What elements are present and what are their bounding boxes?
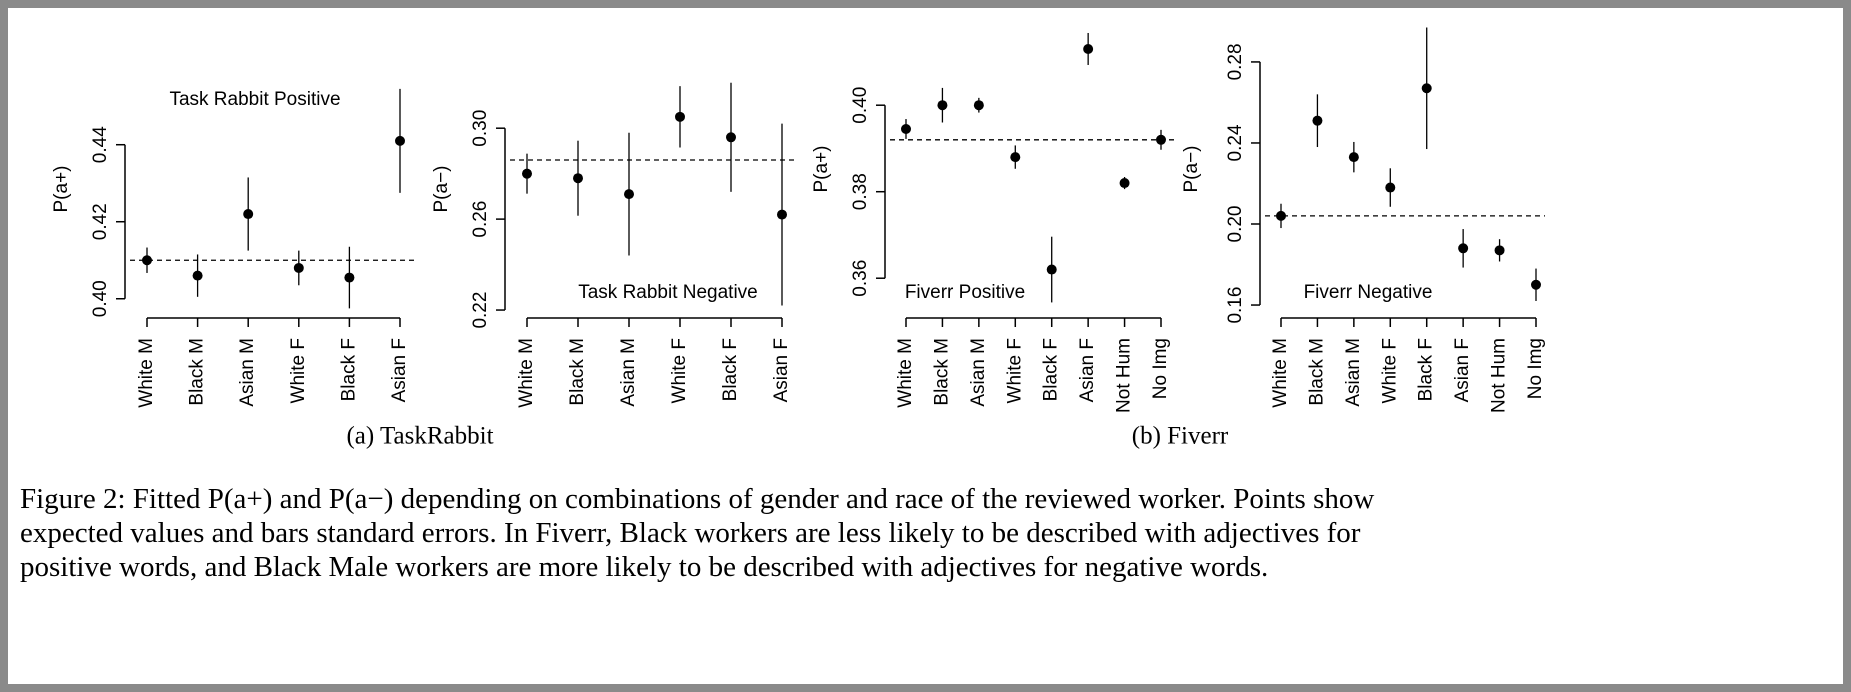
x-tick-label: Black M xyxy=(567,338,588,406)
figure: Task Rabbit Positive P(a+) 0.40 0.42 0.44 Whi… xyxy=(8,8,1843,684)
point xyxy=(192,270,203,281)
point xyxy=(1348,152,1359,163)
x-tick-label: No Img xyxy=(1150,338,1171,399)
point xyxy=(1010,152,1021,163)
point xyxy=(901,123,911,134)
x-tick-label: Black M xyxy=(1306,338,1327,406)
point xyxy=(777,209,787,220)
x-tick-label: Asian M xyxy=(968,338,989,407)
y-tick-label: 0.24 xyxy=(1225,124,1246,161)
y-tick-label: 0.16 xyxy=(1225,287,1246,324)
point xyxy=(573,173,583,184)
x-tick-label: Asian M xyxy=(1343,338,1364,407)
y-axis-label: P(a+) xyxy=(811,146,832,193)
x-tick-label: Black F xyxy=(720,338,741,401)
point xyxy=(937,100,948,111)
chart-title: Task Rabbit Negative xyxy=(578,282,758,303)
point xyxy=(522,168,532,179)
y-tick-label: 0.22 xyxy=(470,292,491,329)
x-tick-label: White F xyxy=(1004,338,1025,403)
point xyxy=(1046,264,1057,275)
point xyxy=(1531,279,1541,290)
x-tick-label: Asian F xyxy=(1077,338,1098,402)
x-tick-label: Asian M xyxy=(237,338,258,407)
x-tick-label: No Img xyxy=(1525,338,1546,399)
point xyxy=(1421,83,1432,94)
x-tick-label: Asian F xyxy=(1452,338,1473,402)
y-tick-label: 0.36 xyxy=(850,260,871,297)
x-tick-label: White M xyxy=(516,338,537,408)
point xyxy=(142,255,152,266)
point xyxy=(1458,243,1469,254)
x-tick-label: White M xyxy=(1270,338,1291,408)
subcaption: (b) Fiverr xyxy=(1132,423,1229,450)
x-tick-label: White M xyxy=(895,338,916,408)
chart-title: Fiverr Negative xyxy=(1304,282,1433,303)
y-axis-label: P(a−) xyxy=(431,166,452,213)
y-axis-label: P(a−) xyxy=(1181,146,1202,193)
point xyxy=(624,189,634,200)
x-tick-label: Asian M xyxy=(618,338,639,407)
x-tick-label: Black F xyxy=(338,338,359,401)
point xyxy=(1312,115,1323,126)
x-tick-label: Black F xyxy=(1416,338,1437,401)
y-tick-label: 0.40 xyxy=(90,280,111,317)
caption-line: expected values and bars standard errors… xyxy=(20,517,1361,549)
point xyxy=(1119,178,1130,189)
x-tick-label: White M xyxy=(136,338,157,408)
x-tick-label: White F xyxy=(288,338,309,403)
point xyxy=(243,209,254,220)
y-tick-label: 0.28 xyxy=(1225,43,1246,80)
x-tick-label: Asian F xyxy=(771,338,792,402)
point xyxy=(293,262,304,273)
point xyxy=(1494,245,1505,256)
point xyxy=(1385,182,1396,193)
x-tick-label: Black M xyxy=(931,338,952,406)
subcaption: (a) TaskRabbit xyxy=(346,423,493,450)
chart-title: Fiverr Positive xyxy=(905,282,1025,303)
x-tick-label: Not Hum xyxy=(1489,338,1510,413)
y-tick-label: 0.26 xyxy=(470,201,491,238)
point xyxy=(973,100,984,111)
point xyxy=(675,111,685,122)
y-tick-label: 0.30 xyxy=(470,110,491,147)
x-tick-label: Asian F xyxy=(389,338,410,402)
y-axis-label: P(a+) xyxy=(51,166,72,213)
x-tick-label: Black F xyxy=(1041,338,1062,401)
caption-line: positive words, and Black Male workers a… xyxy=(20,551,1269,583)
y-tick-label: 0.40 xyxy=(850,87,871,124)
y-tick-label: 0.20 xyxy=(1225,206,1246,243)
caption-line: Figure 2: Fitted P(a+) and P(a−) dependi… xyxy=(20,483,1375,515)
y-tick-label: 0.42 xyxy=(90,203,111,240)
x-tick-label: White F xyxy=(1379,338,1400,403)
x-tick-label: Not Hum xyxy=(1114,338,1135,413)
chart-title: Task Rabbit Positive xyxy=(169,89,340,110)
point xyxy=(344,272,355,283)
point xyxy=(726,132,736,143)
x-tick-label: Black M xyxy=(187,338,208,406)
charts: Task Rabbit Positive P(a+) 0.40 0.42 0.44 Whi… xyxy=(51,27,1546,450)
y-tick-label: 0.44 xyxy=(90,126,111,163)
point xyxy=(395,135,405,146)
x-tick-label: White F xyxy=(669,338,690,403)
point xyxy=(1156,134,1166,145)
point xyxy=(1083,43,1094,54)
y-tick-label: 0.38 xyxy=(850,173,871,210)
point xyxy=(1276,210,1286,221)
